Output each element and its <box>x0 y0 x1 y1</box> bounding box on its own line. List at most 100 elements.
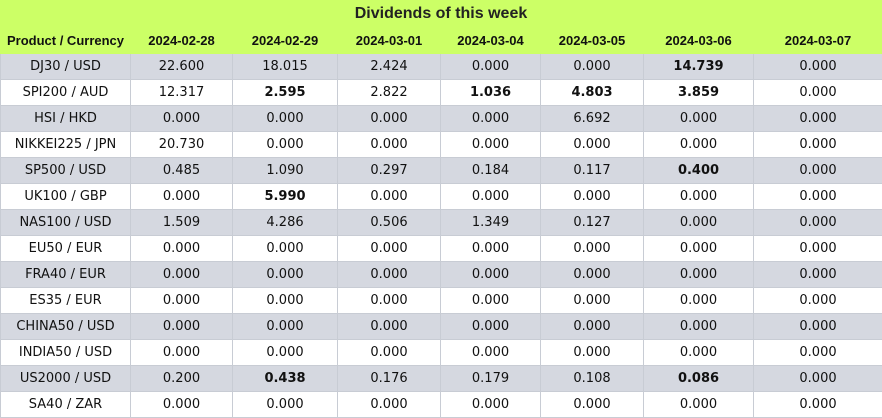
dividend-cell: 0.000 <box>338 106 441 132</box>
dividend-cell: 22.600 <box>131 54 233 80</box>
dividend-cell: 0.000 <box>541 288 644 314</box>
dividend-cell: 0.000 <box>233 262 338 288</box>
header-cell: 2024-03-07 <box>754 28 882 54</box>
dividend-cell: 0.000 <box>754 288 882 314</box>
dividend-cell: 0.000 <box>131 314 233 340</box>
dividend-cell: 0.117 <box>541 158 644 184</box>
dividend-cell: 6.692 <box>541 106 644 132</box>
dividend-cell: 0.000 <box>233 288 338 314</box>
dividend-cell: 0.000 <box>441 106 541 132</box>
header-cell: 2024-03-04 <box>441 28 541 54</box>
dividend-cell: 0.000 <box>441 132 541 158</box>
product-cell: DJ30 / USD <box>1 54 131 80</box>
dividend-cell: 0.000 <box>131 288 233 314</box>
dividend-cell: 0.000 <box>754 262 882 288</box>
dividend-cell: 0.000 <box>441 340 541 366</box>
dividend-cell: 0.000 <box>644 340 754 366</box>
product-cell: EU50 / EUR <box>1 236 131 262</box>
header-cell: 2024-02-29 <box>233 28 338 54</box>
dividend-cell: 0.438 <box>233 366 338 392</box>
dividend-cell: 0.000 <box>441 54 541 80</box>
dividend-cell: 0.000 <box>644 262 754 288</box>
dividend-cell: 14.739 <box>644 54 754 80</box>
product-cell: SPI200 / AUD <box>1 80 131 106</box>
dividend-cell: 0.000 <box>541 392 644 418</box>
dividend-cell: 0.000 <box>541 132 644 158</box>
dividend-cell: 0.000 <box>338 314 441 340</box>
dividend-cell: 0.000 <box>233 236 338 262</box>
product-cell: SA40 / ZAR <box>1 392 131 418</box>
dividend-cell: 0.000 <box>338 288 441 314</box>
dividend-cell: 0.000 <box>541 184 644 210</box>
dividend-cell: 0.000 <box>541 262 644 288</box>
dividend-cell: 0.000 <box>644 288 754 314</box>
dividend-cell: 0.000 <box>131 392 233 418</box>
dividend-cell: 0.000 <box>131 184 233 210</box>
dividend-cell: 0.000 <box>644 314 754 340</box>
header-cell: Product / Currency <box>1 28 131 54</box>
product-cell: NAS100 / USD <box>1 210 131 236</box>
dividend-cell: 0.000 <box>541 340 644 366</box>
dividend-cell: 0.400 <box>644 158 754 184</box>
dividend-cell: 0.000 <box>233 340 338 366</box>
dividend-cell: 0.000 <box>338 236 441 262</box>
dividend-cell: 18.015 <box>233 54 338 80</box>
dividend-cell: 0.179 <box>441 366 541 392</box>
dividend-cell: 0.000 <box>541 54 644 80</box>
dividend-cell: 0.000 <box>541 236 644 262</box>
dividend-cell: 0.506 <box>338 210 441 236</box>
header-cell: 2024-02-28 <box>131 28 233 54</box>
dividend-cell: 3.859 <box>644 80 754 106</box>
product-cell: SP500 / USD <box>1 158 131 184</box>
dividend-cell: 12.317 <box>131 80 233 106</box>
dividend-cell: 0.086 <box>644 366 754 392</box>
dividend-cell: 0.000 <box>644 392 754 418</box>
product-cell: INDIA50 / USD <box>1 340 131 366</box>
dividend-cell: 0.000 <box>754 210 882 236</box>
dividend-cell: 4.803 <box>541 80 644 106</box>
product-cell: FRA40 / EUR <box>1 262 131 288</box>
dividend-cell: 0.000 <box>441 236 541 262</box>
dividend-cell: 0.000 <box>131 236 233 262</box>
dividend-cell: 0.000 <box>338 132 441 158</box>
dividend-cell: 0.000 <box>754 184 882 210</box>
dividend-cell: 0.000 <box>644 106 754 132</box>
dividend-cell: 0.000 <box>644 132 754 158</box>
dividend-cell: 0.000 <box>233 392 338 418</box>
product-cell: NIKKEI225 / JPN <box>1 132 131 158</box>
dividend-cell: 2.822 <box>338 80 441 106</box>
dividend-cell: 0.485 <box>131 158 233 184</box>
dividend-cell: 0.000 <box>754 106 882 132</box>
dividend-cell: 0.000 <box>541 314 644 340</box>
header-cell: 2024-03-06 <box>644 28 754 54</box>
dividend-cell: 0.000 <box>338 262 441 288</box>
dividend-cell: 0.176 <box>338 366 441 392</box>
dividend-cell: 0.000 <box>754 132 882 158</box>
dividend-cell: 0.297 <box>338 158 441 184</box>
dividend-cell: 0.000 <box>338 340 441 366</box>
dividend-cell: 1.349 <box>441 210 541 236</box>
dividend-cell: 0.000 <box>644 236 754 262</box>
dividend-cell: 0.000 <box>441 184 541 210</box>
dividend-cell: 0.000 <box>644 210 754 236</box>
product-cell: ES35 / EUR <box>1 288 131 314</box>
dividend-cell: 0.000 <box>131 262 233 288</box>
product-cell: HSI / HKD <box>1 106 131 132</box>
dividend-cell: 1.036 <box>441 80 541 106</box>
product-cell: UK100 / GBP <box>1 184 131 210</box>
dividend-cell: 0.108 <box>541 366 644 392</box>
table-title: Dividends of this week <box>0 0 882 27</box>
